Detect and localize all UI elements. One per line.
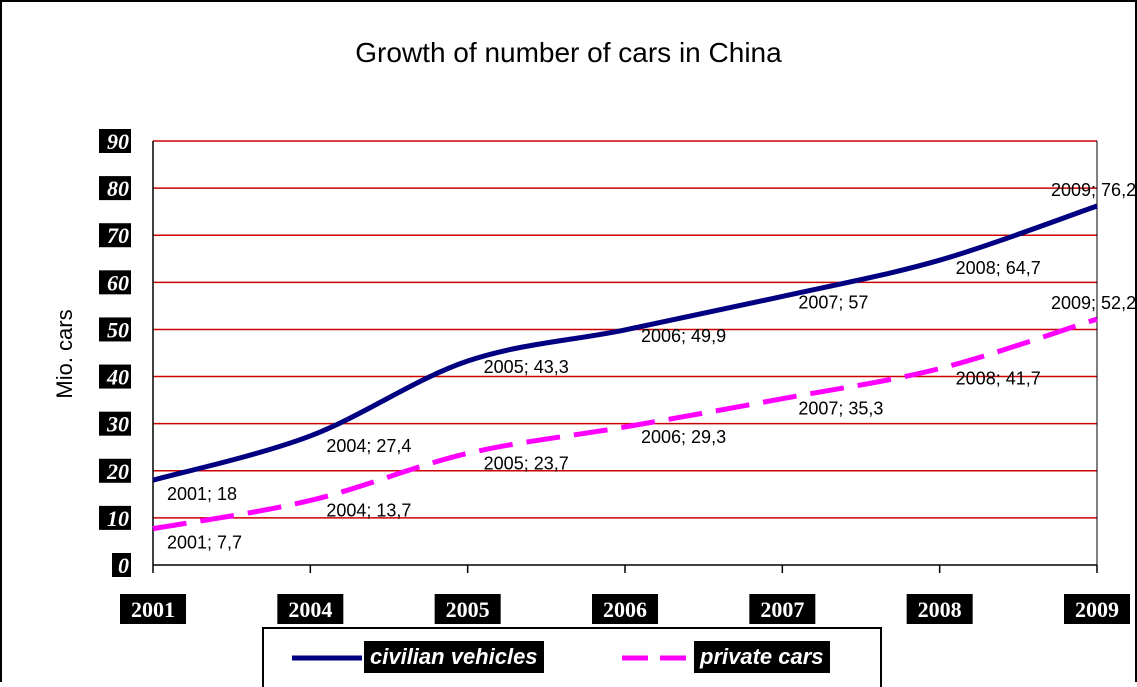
x-tick: 2007 bbox=[749, 594, 816, 624]
data-label: 2006; 49,9 bbox=[641, 326, 726, 346]
y-ticks: 0 10 20 30 40 50 60 70 80 90 bbox=[99, 129, 131, 578]
y-tick: 90 bbox=[99, 129, 131, 154]
y-tick: 0 bbox=[112, 553, 131, 578]
x-tick: 2006 bbox=[592, 594, 658, 624]
y-tick-bg bbox=[112, 553, 131, 577]
data-label: 2001; 7,7 bbox=[167, 533, 242, 553]
y-tick-bg bbox=[99, 129, 131, 153]
x-tick: 2001 bbox=[120, 594, 186, 624]
x-tick: 2008 bbox=[906, 594, 973, 624]
x-tick: 2009 bbox=[1064, 594, 1130, 624]
y-tick-label: 20 bbox=[106, 459, 129, 484]
y-tick: 10 bbox=[99, 505, 131, 531]
x-tick-label: 2007 bbox=[760, 597, 804, 622]
x-tick-bg bbox=[749, 594, 816, 624]
data-label: 2005; 23,7 bbox=[484, 453, 569, 473]
y-tick: 70 bbox=[99, 223, 131, 248]
y-tick: 30 bbox=[99, 411, 131, 437]
legend-swatch-civilian-vehicles bbox=[292, 655, 362, 661]
data-label: 2009; 76,2 bbox=[1051, 180, 1136, 200]
y-tick-bg bbox=[99, 223, 131, 248]
legend-label-civilian-vehicles: civilian vehicles bbox=[364, 641, 544, 673]
series-line-private-cars bbox=[152, 316, 1098, 532]
y-tick-label: 90 bbox=[107, 129, 129, 154]
data-labels: 2001; 18 2004; 27,4 2005; 43,3 2006; 49,9 20… bbox=[167, 180, 1136, 553]
legend: civilian vehicles private cars bbox=[262, 627, 882, 687]
legend-swatch-private-cars bbox=[622, 655, 692, 661]
y-tick-bg bbox=[99, 458, 131, 483]
x-tick-label: 2008 bbox=[918, 597, 962, 622]
legend-label-private-cars: private cars bbox=[694, 641, 830, 673]
y-tick-label: 70 bbox=[107, 223, 129, 248]
x-tick-bg bbox=[1064, 594, 1130, 624]
y-tick-bg bbox=[99, 505, 131, 530]
y-tick-bg bbox=[99, 317, 131, 342]
x-tick-label: 2005 bbox=[446, 597, 490, 622]
y-tick-label: 50 bbox=[107, 317, 129, 342]
series-line-civilian-vehicles bbox=[152, 203, 1098, 483]
y-tick: 20 bbox=[99, 458, 131, 484]
y-tick-bg bbox=[99, 411, 131, 436]
series-lines bbox=[152, 203, 1098, 532]
x-tick: 2005 bbox=[434, 594, 501, 624]
y-tick-bg bbox=[99, 270, 131, 295]
y-tick-label: 10 bbox=[107, 506, 129, 531]
x-tick-bg bbox=[906, 594, 973, 624]
data-label: 2001; 18 bbox=[167, 484, 237, 504]
data-label: 2008; 41,7 bbox=[956, 369, 1041, 389]
y-tick-label: 80 bbox=[107, 176, 129, 201]
data-label: 2006; 29,3 bbox=[641, 427, 726, 447]
y-tick-bg bbox=[99, 364, 131, 389]
x-tick-label: 2009 bbox=[1075, 597, 1119, 622]
y-tick-label: 30 bbox=[106, 412, 129, 437]
chart-title: Growth of number of cars in China bbox=[355, 37, 782, 68]
data-label: 2007; 35,3 bbox=[798, 399, 883, 419]
data-label: 2004; 27,4 bbox=[326, 436, 411, 456]
y-tick: 60 bbox=[99, 270, 131, 295]
x-tick-label: 2006 bbox=[603, 597, 647, 622]
data-label: 2008; 64,7 bbox=[956, 258, 1041, 278]
x-tick-bg bbox=[592, 594, 658, 624]
y-tick: 40 bbox=[99, 364, 131, 390]
x-tick-bg bbox=[434, 594, 501, 624]
y-tick: 80 bbox=[99, 176, 131, 201]
x-tick-bg bbox=[277, 594, 344, 624]
x-tick-bg bbox=[120, 594, 186, 624]
x-tick-label: 2004 bbox=[288, 597, 332, 622]
axes bbox=[152, 141, 1098, 566]
y-tick-label: 60 bbox=[107, 270, 129, 295]
data-label: 2007; 57 bbox=[798, 292, 868, 312]
y-tick: 50 bbox=[99, 317, 131, 342]
gridlines bbox=[153, 140, 1097, 519]
x-tick: 2004 bbox=[277, 594, 344, 624]
y-tick-label: 0 bbox=[118, 553, 129, 578]
y-tick-label: 40 bbox=[106, 365, 129, 390]
x-ticks: 2001 2004 2005 2006 2007 2008 2009 bbox=[120, 565, 1130, 624]
data-label: 2005; 43,3 bbox=[484, 357, 569, 377]
data-label: 2009; 52,2 bbox=[1051, 293, 1136, 313]
x-tick-label: 2001 bbox=[131, 597, 175, 622]
y-tick-bg bbox=[99, 176, 131, 201]
data-label: 2004; 13,7 bbox=[326, 500, 411, 520]
